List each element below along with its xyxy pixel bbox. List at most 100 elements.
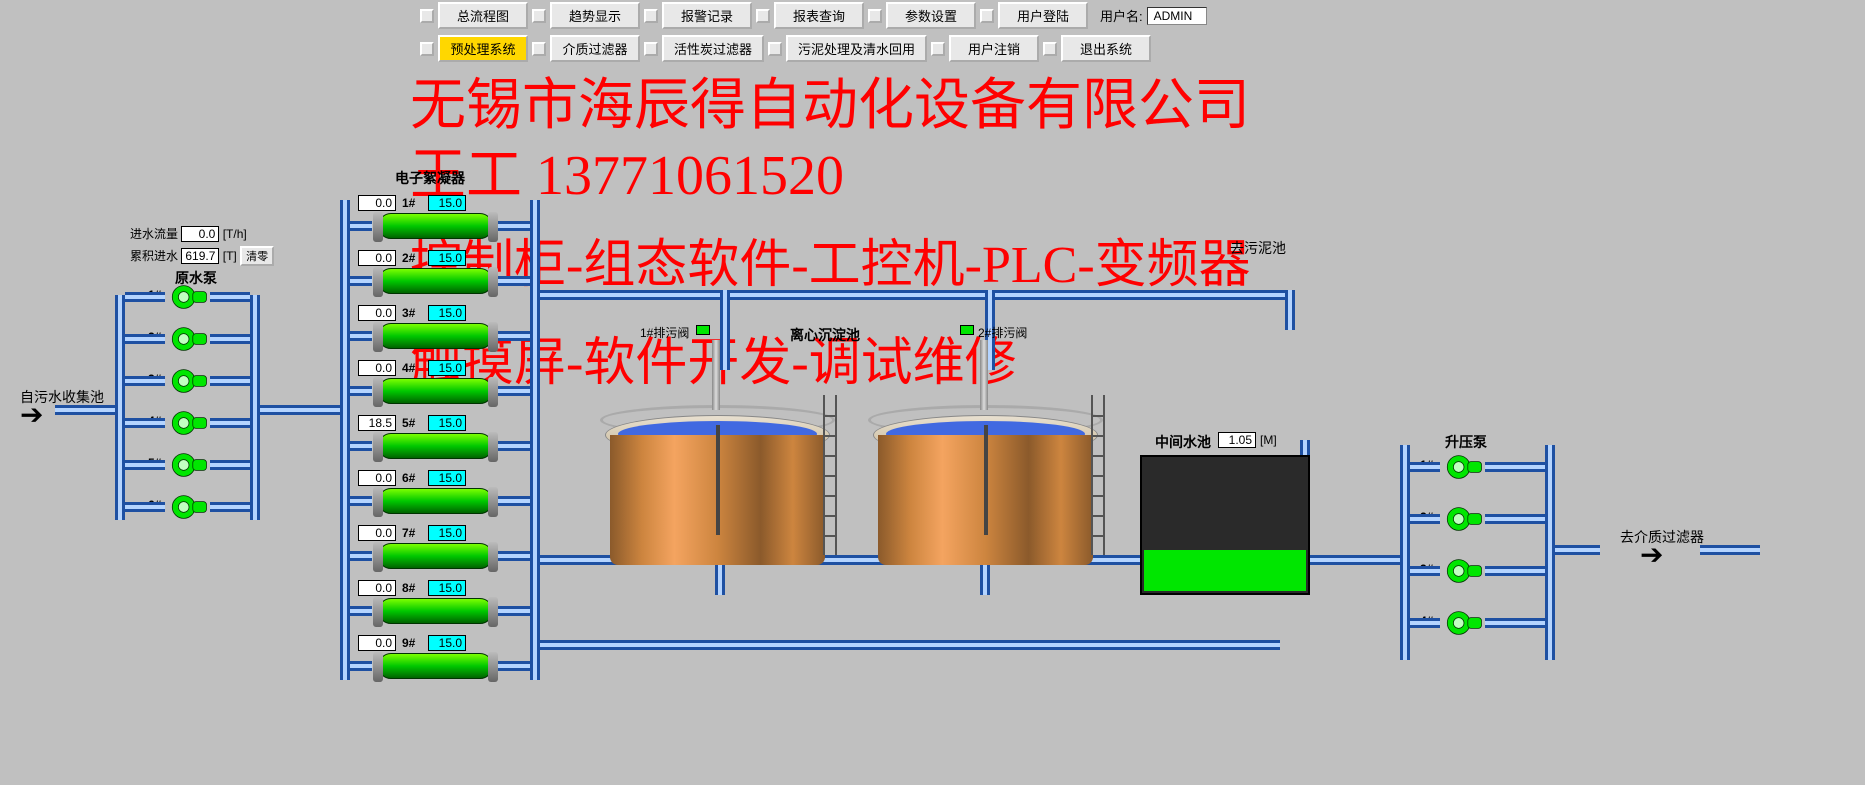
floc-val-b[interactable]: 15.0 xyxy=(428,415,466,431)
inflow-flow-label: 进水流量 xyxy=(130,227,178,241)
menu-alarm[interactable]: 报警记录 xyxy=(662,2,752,29)
pipe xyxy=(530,200,540,680)
flocculator-unit-5[interactable] xyxy=(378,433,493,459)
overlay-contact: 王工 13771061520 xyxy=(410,130,844,211)
inflow-flow-unit: [T/h] xyxy=(223,227,247,241)
floc-val-a: 0.0 xyxy=(358,635,396,651)
menu-box-icon xyxy=(768,42,782,56)
menu-logout[interactable]: 用户注销 xyxy=(949,35,1039,62)
mid-pool-water xyxy=(1144,550,1306,591)
valve2-label: 2#排污阀 xyxy=(978,324,1027,341)
flocculator-row: 0.0 1# 15.0 xyxy=(358,195,466,211)
pipe xyxy=(498,551,530,561)
pipe xyxy=(1310,555,1410,565)
menu-login[interactable]: 用户登陆 xyxy=(998,2,1088,29)
flocculator-row: 0.0 3# 15.0 xyxy=(358,305,466,321)
outlet-arrow-icon: ➔ xyxy=(1640,538,1663,571)
menu-box-icon xyxy=(532,9,546,23)
raw-pump-5[interactable] xyxy=(170,452,208,478)
pipe xyxy=(260,405,340,415)
raw-pump-4[interactable] xyxy=(170,410,208,436)
flocculator-unit-1[interactable] xyxy=(378,213,493,239)
menu-report[interactable]: 报表查询 xyxy=(774,2,864,29)
floc-val-a: 0.0 xyxy=(358,250,396,266)
inflow-panel: 进水流量 0.0 [T/h] 累积进水 619.7 [T] 清零 xyxy=(130,225,274,266)
pipe xyxy=(210,334,250,344)
boost-pump-3[interactable] xyxy=(1445,558,1483,584)
raw-pump-2[interactable] xyxy=(170,326,208,352)
flocculator-row: 0.0 6# 15.0 xyxy=(358,470,466,486)
menu-pretreat[interactable]: 预处理系统 xyxy=(438,35,528,62)
pipe xyxy=(210,418,250,428)
pipe xyxy=(540,640,1280,650)
menu-sludge[interactable]: 污泥处理及清水回用 xyxy=(786,35,927,62)
menu-box-icon xyxy=(644,42,658,56)
flocculator-unit-7[interactable] xyxy=(378,543,493,569)
floc-val-b[interactable]: 15.0 xyxy=(428,250,466,266)
pipe xyxy=(1545,445,1555,660)
pipe xyxy=(498,221,530,231)
inflow-cum-label: 累积进水 xyxy=(130,249,178,263)
pipe xyxy=(498,331,530,341)
flocculator-row: 0.0 8# 15.0 xyxy=(358,580,466,596)
pipe xyxy=(1485,514,1545,524)
floc-val-b[interactable]: 15.0 xyxy=(428,470,466,486)
floc-val-b[interactable]: 15.0 xyxy=(428,525,466,541)
flocculator-unit-3[interactable] xyxy=(378,323,493,349)
overlay-company: 无锡市海辰得自动化设备有限公司 xyxy=(410,60,1250,141)
pipe xyxy=(55,405,115,415)
raw-pump-1[interactable] xyxy=(170,284,208,310)
flocculator-unit-8[interactable] xyxy=(378,598,493,624)
inlet-arrow-icon: ➔ xyxy=(20,398,43,431)
menu-box-icon xyxy=(980,9,994,23)
valve1-indicator[interactable] xyxy=(696,325,710,335)
floc-id: 9# xyxy=(402,636,422,650)
menu-param[interactable]: 参数设置 xyxy=(886,2,976,29)
floc-id: 2# xyxy=(402,251,422,265)
flocculator-unit-9[interactable] xyxy=(378,653,493,679)
pipe xyxy=(720,290,730,370)
boost-pump-1[interactable] xyxy=(1445,454,1483,480)
raw-pump-3[interactable] xyxy=(170,368,208,394)
floc-val-b[interactable]: 15.0 xyxy=(428,305,466,321)
menu-carbon-filter[interactable]: 活性炭过滤器 xyxy=(662,35,764,62)
pipe xyxy=(115,295,125,520)
menu-media-filter[interactable]: 介质过滤器 xyxy=(550,35,640,62)
boost-pump-2[interactable] xyxy=(1445,506,1483,532)
pipe xyxy=(125,460,165,470)
flocculator-unit-2[interactable] xyxy=(378,268,493,294)
floc-val-a: 0.0 xyxy=(358,305,396,321)
floc-val-b[interactable]: 15.0 xyxy=(428,635,466,651)
pipe xyxy=(125,502,165,512)
pipe xyxy=(1485,462,1545,472)
menu-box-icon xyxy=(868,9,882,23)
valve1-label: 1#排污阀 xyxy=(640,324,689,341)
inflow-flow-value: 0.0 xyxy=(181,226,219,242)
valve2-indicator[interactable] xyxy=(960,325,974,335)
menu-box-icon xyxy=(931,42,945,56)
floc-id: 4# xyxy=(402,361,422,375)
floc-val-b[interactable]: 15.0 xyxy=(428,195,466,211)
menu-trend[interactable]: 趋势显示 xyxy=(550,2,640,29)
pipe xyxy=(1410,618,1440,628)
pipe xyxy=(498,496,530,506)
pipe xyxy=(350,221,372,231)
menu-overview[interactable]: 总流程图 xyxy=(438,2,528,29)
flocculator-row: 0.0 4# 15.0 xyxy=(358,360,466,376)
sed-tank-1 xyxy=(610,395,825,565)
raw-pump-6[interactable] xyxy=(170,494,208,520)
inflow-cum-value: 619.7 xyxy=(181,248,219,264)
user-label: 用户名: xyxy=(1100,6,1143,25)
pipe xyxy=(350,606,372,616)
inflow-reset-button[interactable]: 清零 xyxy=(240,246,274,266)
mid-pool xyxy=(1140,455,1310,595)
sed-tank-2 xyxy=(878,395,1093,565)
pipe xyxy=(350,496,372,506)
boost-pump-4[interactable] xyxy=(1445,610,1483,636)
flocculator-unit-6[interactable] xyxy=(378,488,493,514)
menu-exit[interactable]: 退出系统 xyxy=(1061,35,1151,62)
floc-val-b[interactable]: 15.0 xyxy=(428,360,466,376)
flocculator-unit-4[interactable] xyxy=(378,378,493,404)
floc-val-b[interactable]: 15.0 xyxy=(428,580,466,596)
flocculator-row: 0.0 9# 15.0 xyxy=(358,635,466,651)
